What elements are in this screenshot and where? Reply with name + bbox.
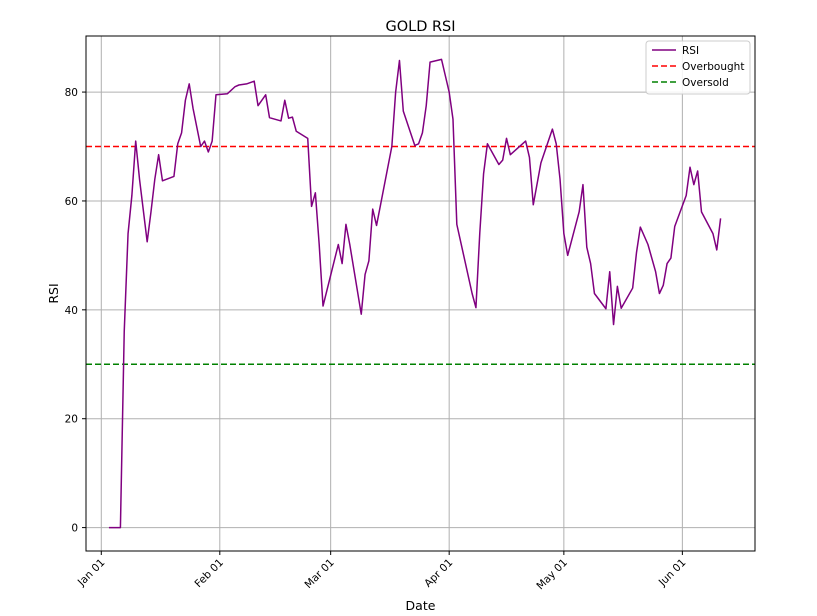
chart-title: GOLD RSI [385,19,455,35]
y-tick-label: 20 [65,414,78,426]
legend-label: RSI [682,45,699,57]
legend-label: Overbought [682,61,744,73]
y-axis-label: RSI [46,283,61,303]
rsi-series-line [108,58,722,529]
y-tick-label: 80 [65,87,78,99]
legend: RSI Overbought Oversold [645,40,751,95]
threshold-lines [86,145,755,366]
plot-frame [85,35,756,552]
y-tick-label: 40 [65,305,78,317]
y-tick-label: 60 [65,196,78,208]
legend-label: Oversold [682,77,729,89]
grid-lines [86,36,755,551]
y-tick-label: 0 [71,523,78,535]
x-axis-label: Date [406,598,436,613]
legend-box [645,40,751,95]
y-axis-ticks: 0 20 40 60 80 [65,87,86,535]
